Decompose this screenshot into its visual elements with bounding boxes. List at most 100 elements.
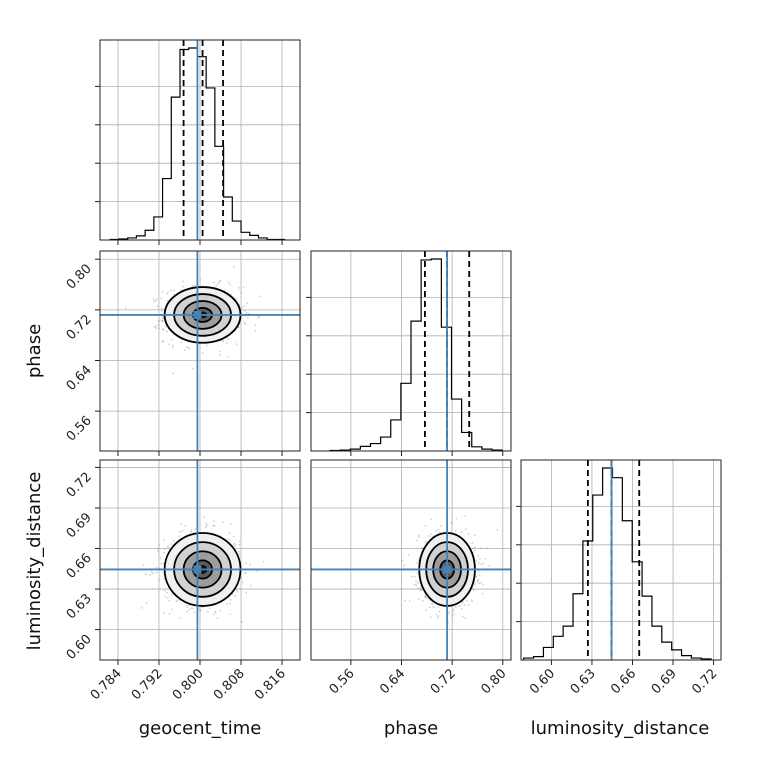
sample-point xyxy=(236,590,239,593)
sample-point xyxy=(424,595,427,598)
sample-point xyxy=(162,562,165,565)
sample-point xyxy=(237,326,240,329)
sample-point xyxy=(234,544,236,547)
x-tick-label: 0.816 xyxy=(252,666,289,703)
sample-point xyxy=(415,539,418,542)
sample-point xyxy=(435,613,438,616)
sample-point xyxy=(140,607,143,609)
sample-point xyxy=(225,603,228,606)
sample-point xyxy=(245,562,248,565)
y-tick-label: 0.60 xyxy=(64,632,95,663)
sample-point xyxy=(435,530,437,532)
sample-point xyxy=(188,604,190,607)
sample-point xyxy=(438,610,441,613)
sample-point xyxy=(448,611,451,614)
sample-point xyxy=(480,563,483,566)
x-tick-label: 0.60 xyxy=(527,666,558,697)
sample-point xyxy=(440,525,442,527)
sample-point xyxy=(158,319,161,322)
sample-point xyxy=(162,340,164,343)
sample-point xyxy=(462,615,464,618)
sample-point xyxy=(214,611,217,614)
sample-point xyxy=(215,285,217,288)
sample-point xyxy=(164,325,167,328)
sample-point xyxy=(181,529,184,532)
sample-point xyxy=(415,584,418,587)
sample-point xyxy=(219,350,222,353)
sample-point xyxy=(162,577,165,580)
sample-point xyxy=(430,533,433,536)
sample-point xyxy=(165,293,168,295)
sample-point xyxy=(228,602,231,605)
sample-point xyxy=(155,327,157,330)
sample-point xyxy=(168,599,171,602)
sample-point xyxy=(474,546,476,549)
sample-point xyxy=(192,607,194,610)
sample-point xyxy=(231,593,234,596)
sample-point xyxy=(194,284,196,287)
sample-point xyxy=(227,281,230,284)
sample-point xyxy=(430,518,433,521)
sample-point xyxy=(241,306,244,309)
sample-point xyxy=(171,593,174,596)
sample-point xyxy=(182,280,184,283)
sample-point xyxy=(437,616,439,619)
histogram-luminosity_distance xyxy=(523,467,712,660)
sample-point xyxy=(477,561,480,564)
sample-point xyxy=(249,584,252,587)
sample-point xyxy=(163,551,166,554)
sample-point xyxy=(153,326,156,328)
sample-point xyxy=(170,289,173,292)
sample-point xyxy=(242,286,245,289)
sample-point xyxy=(477,578,480,581)
sample-point xyxy=(471,542,474,544)
sample-point xyxy=(245,311,248,314)
sample-point xyxy=(470,599,473,601)
sample-point xyxy=(464,515,467,518)
sample-point xyxy=(233,266,235,269)
sample-point xyxy=(467,533,470,535)
sample-point xyxy=(161,307,163,310)
sample-point xyxy=(171,344,174,347)
y-tick-label: 0.56 xyxy=(64,413,95,444)
sample-point xyxy=(222,340,225,343)
sample-point xyxy=(218,280,221,283)
sample-point xyxy=(473,534,476,537)
sample-point xyxy=(186,606,189,608)
sample-point xyxy=(153,300,156,303)
sample-point xyxy=(413,583,416,586)
sample-point xyxy=(480,581,483,584)
sample-point xyxy=(164,595,166,598)
sample-point xyxy=(156,305,159,308)
sample-point xyxy=(424,541,427,544)
panel-phase-luminosity_distance: 0.56 0.64 0.72 0.80 xyxy=(310,459,512,697)
sample-point xyxy=(158,544,161,547)
x-axis-label-geocent-time: geocent_time xyxy=(139,718,262,739)
sample-point xyxy=(450,521,453,524)
y-tick-label: 0.66 xyxy=(64,551,95,582)
sample-point xyxy=(226,338,229,341)
sample-point xyxy=(160,297,163,300)
sample-point xyxy=(158,578,161,581)
sample-point xyxy=(454,606,457,609)
sample-point xyxy=(456,605,459,607)
x-tick-label: 0.800 xyxy=(170,666,207,703)
sample-point xyxy=(188,348,191,351)
sample-point xyxy=(156,298,158,301)
sample-point xyxy=(452,610,455,613)
x-tick-label: 0.72 xyxy=(428,666,459,697)
sample-point xyxy=(464,616,467,619)
sample-point xyxy=(162,316,165,319)
sample-point xyxy=(478,582,481,585)
sample-point xyxy=(216,617,219,620)
sample-point xyxy=(496,528,499,531)
sample-point xyxy=(424,540,427,543)
sample-point xyxy=(472,589,475,591)
sample-point xyxy=(166,597,169,599)
sample-point xyxy=(434,606,436,609)
sample-point xyxy=(172,372,175,375)
sample-point xyxy=(161,319,164,322)
sample-point xyxy=(486,547,488,550)
sample-point xyxy=(466,599,468,602)
sample-point xyxy=(187,346,190,349)
